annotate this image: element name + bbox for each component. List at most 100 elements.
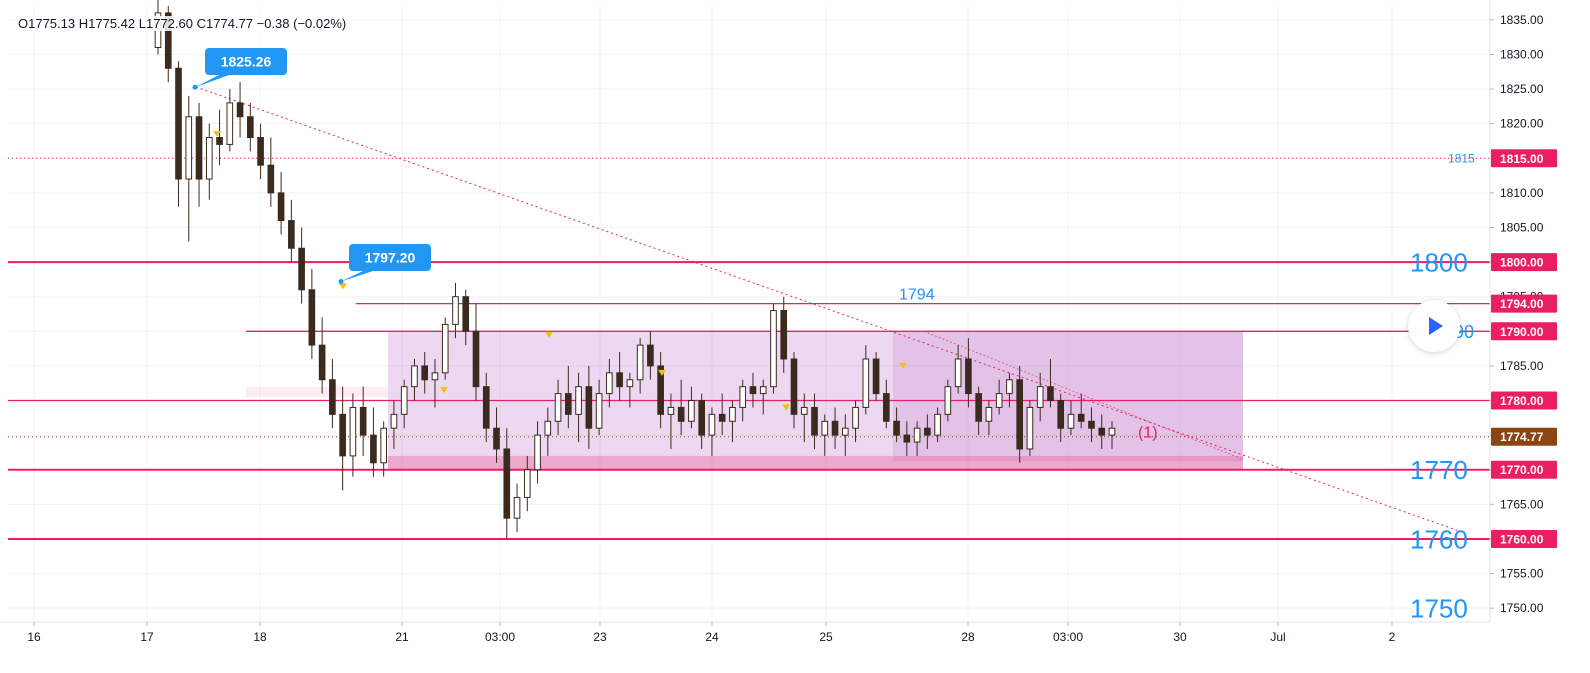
candle-body bbox=[985, 406, 993, 422]
candle bbox=[575, 372, 582, 443]
candle-body bbox=[349, 406, 357, 457]
candle bbox=[841, 414, 849, 456]
trendline bbox=[195, 86, 1463, 533]
fractal-marker-icon bbox=[213, 131, 221, 138]
price-callouts-layer: 1825.26 1797.20 bbox=[192, 48, 431, 284]
callout-box bbox=[205, 48, 287, 75]
price-callout: 1825.26 bbox=[192, 48, 287, 90]
candle bbox=[513, 483, 521, 533]
candle-body bbox=[185, 116, 193, 180]
candle bbox=[903, 421, 911, 456]
candle-body bbox=[1108, 427, 1116, 436]
time-axis-label: 03:00 bbox=[485, 630, 515, 644]
fractal-marker-icon bbox=[545, 331, 553, 338]
price-axis-label: 1825.00 bbox=[1500, 82, 1544, 96]
line-text-label: 1815 bbox=[1448, 152, 1475, 166]
candle bbox=[913, 421, 921, 456]
candle bbox=[226, 89, 234, 152]
candle bbox=[965, 338, 972, 408]
candle-body bbox=[544, 420, 552, 436]
callout-pointer bbox=[341, 271, 373, 282]
candle bbox=[790, 352, 798, 429]
candle bbox=[975, 386, 982, 436]
candle bbox=[944, 379, 952, 422]
time-axis-label: 17 bbox=[140, 630, 154, 644]
candle bbox=[626, 372, 634, 408]
candle-body bbox=[247, 116, 254, 139]
candle-body bbox=[380, 427, 387, 464]
candle bbox=[862, 345, 870, 415]
candle-body bbox=[626, 379, 634, 388]
price-line-badge-text: 1790.00 bbox=[1500, 325, 1544, 339]
candle-body bbox=[954, 358, 962, 388]
candle-body bbox=[616, 372, 623, 388]
candle-body bbox=[872, 358, 880, 395]
candle-body bbox=[277, 192, 285, 222]
candle-body bbox=[729, 406, 736, 422]
candle bbox=[800, 393, 808, 443]
candle-body bbox=[503, 448, 511, 519]
candle bbox=[185, 95, 193, 242]
candle-body bbox=[759, 386, 767, 395]
candle bbox=[811, 393, 818, 449]
candle-body bbox=[1006, 379, 1013, 395]
price-line-badge-text: 1794.00 bbox=[1500, 297, 1544, 311]
candle bbox=[1098, 414, 1106, 449]
price-line-badge bbox=[1491, 529, 1557, 548]
candle-body bbox=[841, 427, 849, 436]
callout-pointer bbox=[195, 75, 229, 88]
time-axis-label: 16 bbox=[27, 630, 41, 644]
fractal-marker-icon bbox=[339, 283, 347, 290]
price-axis-label: 1785.00 bbox=[1500, 359, 1544, 373]
candle-body bbox=[821, 420, 829, 436]
candle bbox=[390, 400, 398, 449]
fractal-marker-icon bbox=[782, 404, 790, 411]
current-price-badge bbox=[1491, 427, 1557, 446]
candle bbox=[1067, 400, 1075, 436]
candle-body bbox=[308, 289, 316, 346]
time-axis-label: 03:00 bbox=[1053, 630, 1083, 644]
candle-body bbox=[205, 137, 213, 180]
candle bbox=[431, 358, 439, 408]
candle bbox=[277, 172, 285, 235]
candle bbox=[523, 455, 531, 512]
play-button[interactable] bbox=[1408, 300, 1460, 352]
candle bbox=[872, 352, 880, 401]
candle-body bbox=[1077, 413, 1085, 422]
line-text-label: 1750 bbox=[1410, 594, 1468, 624]
candle-body bbox=[657, 365, 664, 415]
callout-text: 1797.20 bbox=[365, 250, 416, 266]
price-line-badge bbox=[1491, 322, 1557, 341]
callout-text: 1825.26 bbox=[221, 54, 272, 70]
callout-box bbox=[349, 244, 431, 271]
current-price-badge-text: 1774.77 bbox=[1500, 430, 1544, 444]
candle-body bbox=[749, 386, 757, 395]
candle-body bbox=[862, 358, 870, 408]
ohlc-readout: O1775.13 H1775.42 L1772.60 C1774.77 −0.3… bbox=[18, 16, 347, 31]
candle-body bbox=[883, 393, 890, 422]
trendline-layer bbox=[195, 86, 1463, 533]
candle-body bbox=[339, 413, 346, 457]
ohlc-change: −0.38 (−0.02%) bbox=[256, 16, 347, 31]
candle-body bbox=[913, 427, 921, 443]
candle-body bbox=[493, 427, 500, 450]
line-text-labels-layer: 1815180017941790177017601750(1) bbox=[213, 131, 1475, 624]
candle-body bbox=[677, 406, 685, 422]
price-line-badge bbox=[1491, 149, 1557, 168]
candle bbox=[924, 414, 931, 449]
fractal-marker-icon bbox=[899, 362, 907, 369]
candle bbox=[1088, 407, 1095, 443]
candle bbox=[1108, 421, 1116, 449]
candle-body bbox=[698, 400, 705, 436]
fractal-marker-icon bbox=[440, 387, 448, 394]
candle-body bbox=[934, 413, 941, 436]
candle-body bbox=[770, 310, 777, 388]
ohlc-high: H1775.42 bbox=[78, 16, 136, 31]
price-line-badge bbox=[1491, 391, 1557, 410]
candle bbox=[472, 303, 480, 401]
candle bbox=[1016, 365, 1023, 463]
candle-body bbox=[636, 344, 644, 381]
candle bbox=[585, 365, 593, 449]
